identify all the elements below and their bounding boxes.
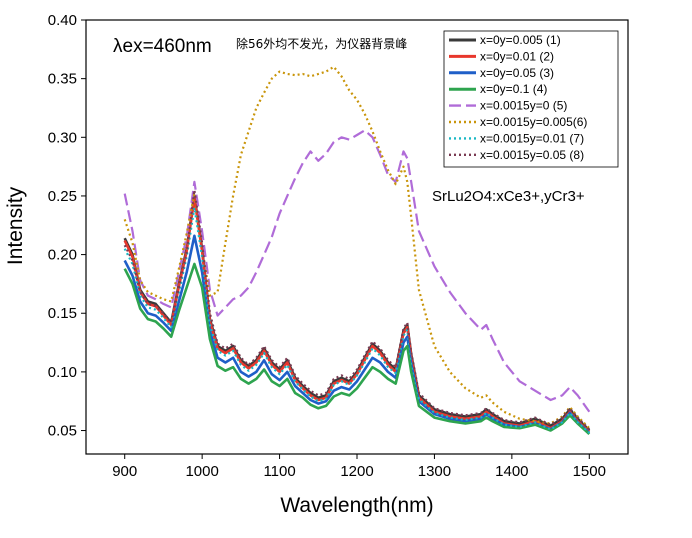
excitation-annotation: λex=460nm — [113, 36, 212, 57]
x-tick-label: 1100 — [263, 463, 295, 480]
legend-label-8: x=0.0015y=0.05 (8) — [480, 148, 584, 162]
y-axis-title: Intensity — [4, 186, 27, 265]
x-tick-label: 1000 — [185, 463, 218, 480]
legend: x=0y=0.005 (1) x=0y=0.01 (2) x=0y=0.05 (3)… — [443, 30, 619, 168]
legend-label-4: x=0y=0.1 (4) — [480, 82, 547, 96]
series-line-1 — [123, 194, 591, 432]
series-line-6 — [123, 65, 591, 429]
y-axis-ticks: 0.05 0.10 0.15 0.20 0.25 0.30 0.35 0.40 — [48, 12, 86, 440]
series-line-3 — [123, 234, 591, 434]
y-tick-label: 0.05 — [48, 423, 77, 440]
x-tick-label: 1500 — [573, 463, 606, 480]
legend-label-5: x=0.0015y=0 (5) — [480, 99, 567, 113]
y-tick-label: 0.15 — [48, 305, 77, 322]
legend-label-1: x=0y=0.005 (1) — [480, 33, 561, 47]
legend-label-6: x=0.0015y=0.005(6) — [480, 115, 587, 129]
x-tick-label: 1300 — [418, 463, 451, 480]
note-annotation: 除56外均不发光，为仪器背景峰 — [236, 36, 407, 51]
legend-label-2: x=0y=0.01 (2) — [480, 49, 554, 63]
x-axis-title: Wavelength(nm) — [280, 494, 433, 517]
series-line-4 — [123, 262, 591, 436]
x-tick-label: 1200 — [340, 463, 373, 480]
y-tick-label: 0.25 — [48, 188, 77, 205]
series-line-2 — [123, 197, 591, 433]
y-tick-label: 0.10 — [48, 364, 77, 381]
legend-label-3: x=0y=0.05 (3) — [480, 66, 554, 80]
legend-box — [443, 30, 619, 168]
legend-label-7: x=0.0015y=0.01 (7) — [480, 131, 584, 145]
y-tick-label: 0.30 — [48, 129, 77, 146]
series-layer — [123, 65, 591, 436]
x-tick-label: 1400 — [495, 463, 528, 480]
series-line-5 — [123, 129, 591, 413]
y-tick-label: 0.40 — [48, 12, 77, 29]
y-tick-label: 0.20 — [48, 247, 77, 264]
sample-annotation: SrLu2O4:xCe3+,yCr3+ — [432, 188, 585, 205]
x-tick-label: 900 — [112, 463, 137, 480]
series-line-8 — [123, 189, 591, 431]
y-tick-label: 0.35 — [48, 71, 77, 88]
x-axis-ticks: 900 1000 1100 1200 1300 1400 1500 — [112, 454, 606, 480]
